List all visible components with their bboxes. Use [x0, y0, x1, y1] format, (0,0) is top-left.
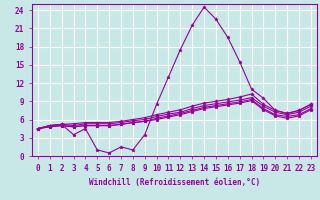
- X-axis label: Windchill (Refroidissement éolien,°C): Windchill (Refroidissement éolien,°C): [89, 178, 260, 187]
